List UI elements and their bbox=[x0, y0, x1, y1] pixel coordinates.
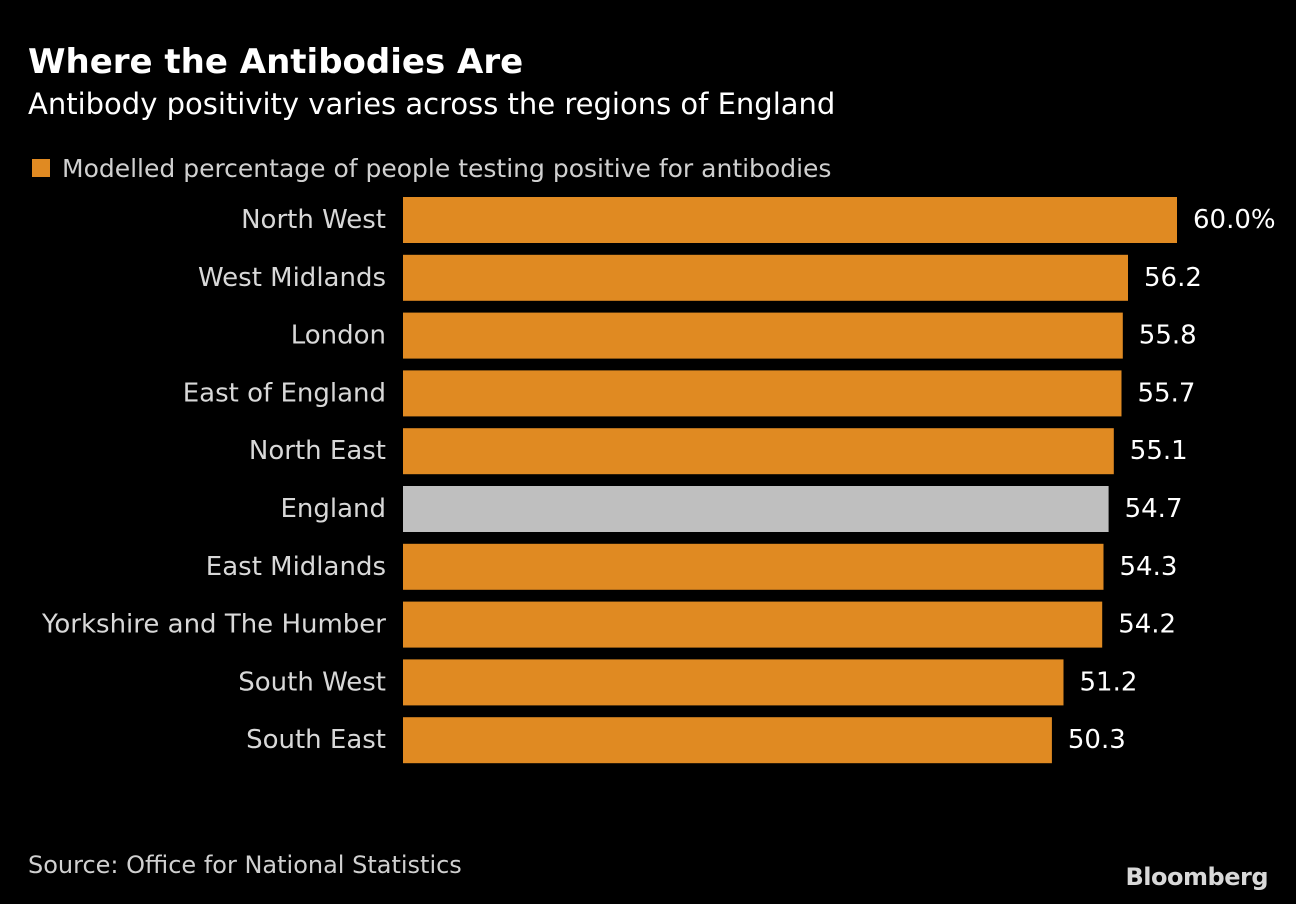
bar-england bbox=[403, 486, 1109, 532]
category-label: England bbox=[280, 494, 386, 524]
bar-north-west bbox=[403, 197, 1177, 243]
chart-title: Where the Antibodies Are bbox=[28, 42, 524, 82]
source-note: Source: Office for National Statistics bbox=[28, 851, 462, 879]
category-label: London bbox=[291, 321, 386, 351]
value-label: 56.2 bbox=[1144, 263, 1202, 293]
bar-london bbox=[403, 312, 1123, 359]
value-label: 55.7 bbox=[1138, 378, 1196, 408]
bar-east-of-england bbox=[403, 370, 1122, 417]
category-label: Yorkshire and The Humber bbox=[41, 610, 386, 640]
bar-west-midlands bbox=[403, 254, 1128, 301]
category-label: South West bbox=[238, 667, 386, 697]
value-label: 54.7 bbox=[1125, 494, 1183, 524]
category-label: East Midlands bbox=[206, 552, 386, 582]
legend: Modelled percentage of people testing po… bbox=[32, 150, 831, 186]
bar-north-east bbox=[403, 428, 1114, 475]
value-label: 55.1 bbox=[1130, 436, 1188, 466]
category-label: North West bbox=[241, 205, 386, 235]
bar-yorkshire-and-the-humber bbox=[403, 601, 1103, 648]
legend-swatch bbox=[32, 159, 50, 177]
bar-east-midlands bbox=[403, 543, 1104, 590]
value-label: 50.3 bbox=[1068, 725, 1126, 755]
legend-label: Modelled percentage of people testing po… bbox=[62, 153, 832, 183]
value-label: 51.2 bbox=[1080, 667, 1138, 697]
bar-south-west bbox=[403, 659, 1064, 706]
value-label: 54.3 bbox=[1120, 552, 1178, 582]
category-label: North East bbox=[249, 436, 386, 466]
category-label: South East bbox=[246, 725, 386, 755]
category-label: East of England bbox=[183, 378, 386, 408]
category-label: West Midlands bbox=[198, 263, 386, 293]
chart-subtitle: Antibody positivity varies across the re… bbox=[28, 87, 836, 121]
bar-south-east bbox=[403, 717, 1052, 764]
value-label: 60.0% bbox=[1193, 205, 1276, 235]
value-label: 54.2 bbox=[1118, 610, 1176, 640]
bloomberg-logo: Bloomberg bbox=[1125, 863, 1269, 891]
value-label: 55.8 bbox=[1139, 321, 1197, 351]
